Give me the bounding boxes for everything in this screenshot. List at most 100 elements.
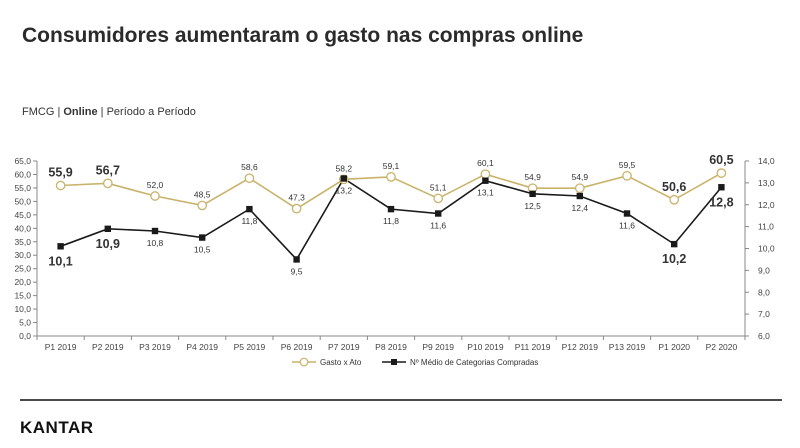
gasto-x-ato-data-label: 48,5 xyxy=(194,189,211,199)
categorias-data-label: 11,6 xyxy=(430,221,446,231)
gasto-x-ato-data-label: 59,5 xyxy=(619,160,636,170)
y-right-tick-label: 8,0 xyxy=(758,287,770,297)
gasto-x-ato-data-label: 51,1 xyxy=(430,182,447,192)
gasto-x-ato-point xyxy=(433,193,444,204)
gasto-x-ato-data-label: 54,9 xyxy=(524,172,541,182)
gasto-x-ato-data-label: 59,1 xyxy=(383,161,400,171)
gasto-x-ato-data-label: 60,1 xyxy=(477,158,494,168)
categorias-point xyxy=(57,243,64,250)
chart-title: Consumidores aumentaram o gasto nas comp… xyxy=(22,24,584,47)
gasto-x-ato-point xyxy=(55,180,66,191)
x-tick-label: P13 2019 xyxy=(609,342,646,352)
categorias-data-label: 10,9 xyxy=(96,237,120,251)
gasto-x-ato-point xyxy=(574,183,585,194)
y-left-tick-label: 55,0 xyxy=(14,183,31,193)
x-tick-label: P10 2019 xyxy=(467,342,504,352)
y-left-tick-label: 35,0 xyxy=(14,237,31,247)
categorias-point xyxy=(671,240,678,248)
chart-subtitle: FMCG | Online | Período a Período xyxy=(22,106,196,118)
subtitle-channel: Online xyxy=(63,106,98,118)
categorias-data-label: 10,8 xyxy=(147,238,164,248)
y-left-tick-label: 45,0 xyxy=(14,210,31,220)
categorias-data-label: 10,1 xyxy=(48,254,72,268)
categorias-data-label: 10,5 xyxy=(194,245,211,255)
y-right-tick-label: 12,0 xyxy=(758,200,775,210)
legend-gasto-marker xyxy=(299,357,309,367)
kantar-logo: KANTAR xyxy=(20,418,94,437)
x-tick-label: P11 2019 xyxy=(515,342,551,352)
x-tick-label: P1 2020 xyxy=(658,342,690,352)
gasto-x-ato-data-label: 55,9 xyxy=(48,166,72,180)
categorias-point xyxy=(623,210,631,217)
y-left-tick-label: 15,0 xyxy=(14,291,31,301)
categorias-point xyxy=(246,205,253,213)
categorias-data-label: 11,6 xyxy=(619,221,635,231)
subtitle-separator: | xyxy=(97,106,107,118)
x-tick-label: P6 2019 xyxy=(281,342,313,352)
gasto-x-ato-data-label: 58,6 xyxy=(241,162,258,172)
gasto-x-ato-point xyxy=(480,169,491,180)
categorias-point xyxy=(199,234,206,241)
subtitle-period: Período a Período xyxy=(106,106,196,118)
gasto-x-ato-data-label: 54,9 xyxy=(572,172,589,182)
y-right-tick-label: 10,0 xyxy=(758,244,775,254)
categorias-point xyxy=(293,256,300,263)
legend-categorias-marker xyxy=(391,359,397,365)
y-left-tick-label: 50,0 xyxy=(14,196,31,206)
categorias-point xyxy=(387,205,395,213)
footer-divider xyxy=(20,399,782,401)
x-tick-label: P5 2019 xyxy=(234,342,266,352)
gasto-x-ato-point xyxy=(716,168,727,178)
legend-categorias-label: Nº Médio de Categorias Compradas xyxy=(410,358,538,367)
y-right-tick-label: 14,0 xyxy=(758,156,775,166)
categorias-point xyxy=(435,210,442,217)
categorias-point xyxy=(482,177,489,184)
gasto-x-ato-point xyxy=(244,173,255,184)
y-right-tick-label: 7,0 xyxy=(758,309,770,319)
gasto-x-ato-data-label: 50,6 xyxy=(662,180,686,194)
categorias-data-label: 13,1 xyxy=(477,188,494,198)
gasto-x-ato-data-label: 52,0 xyxy=(147,180,164,190)
gasto-x-ato-point xyxy=(669,194,680,205)
x-tick-label: P2 2019 xyxy=(92,342,124,352)
gasto-x-ato-point xyxy=(386,172,396,182)
categorias-point xyxy=(529,190,536,198)
categorias-point xyxy=(104,225,111,233)
gasto-x-ato-data-label: 60,5 xyxy=(709,153,733,167)
y-right-tick-label: 6,0 xyxy=(758,331,770,341)
y-right-tick-label: 13,0 xyxy=(758,178,775,188)
gasto-x-ato-point xyxy=(291,203,302,214)
categorias-data-label: 12,8 xyxy=(709,195,733,209)
gasto-x-ato-point xyxy=(102,178,113,189)
y-left-tick-label: 10,0 xyxy=(14,304,31,314)
y-left-tick-label: 40,0 xyxy=(14,223,31,233)
categorias-data-label: 11,8 xyxy=(383,216,399,226)
x-tick-label: P12 2019 xyxy=(562,342,599,352)
categorias-data-label: 12,5 xyxy=(524,201,541,211)
gasto-x-ato-point xyxy=(150,191,160,201)
gasto-x-ato-data-label: 56,7 xyxy=(96,163,120,177)
x-tick-label: P2 2020 xyxy=(706,342,738,352)
categorias-point xyxy=(718,184,725,191)
legend-gasto-label: Gasto x Ato xyxy=(320,358,362,367)
y-left-tick-label: 65,0 xyxy=(14,156,31,166)
x-tick-label: P4 2019 xyxy=(186,342,218,352)
categorias-data-label: 10,2 xyxy=(662,252,686,266)
y-left-tick-label: 30,0 xyxy=(14,250,31,260)
y-left-tick-label: 25,0 xyxy=(14,264,31,274)
y-right-tick-label: 11,0 xyxy=(758,222,774,232)
y-left-tick-label: 20,0 xyxy=(14,277,31,287)
gasto-x-ato-point xyxy=(622,170,632,181)
categorias-point xyxy=(151,227,159,235)
subtitle-category: FMCG xyxy=(22,106,55,118)
x-tick-label: P3 2019 xyxy=(139,342,171,352)
y-left-tick-label: 0,0 xyxy=(19,331,31,341)
x-tick-label: P8 2019 xyxy=(375,342,407,352)
categorias-data-label: 12,4 xyxy=(572,203,589,213)
y-left-tick-label: 60,0 xyxy=(14,169,31,179)
gasto-x-ato-data-label: 47,3 xyxy=(288,193,305,203)
categorias-point xyxy=(576,192,583,200)
x-tick-label: P1 2019 xyxy=(45,342,77,352)
x-tick-label: P7 2019 xyxy=(328,342,360,352)
